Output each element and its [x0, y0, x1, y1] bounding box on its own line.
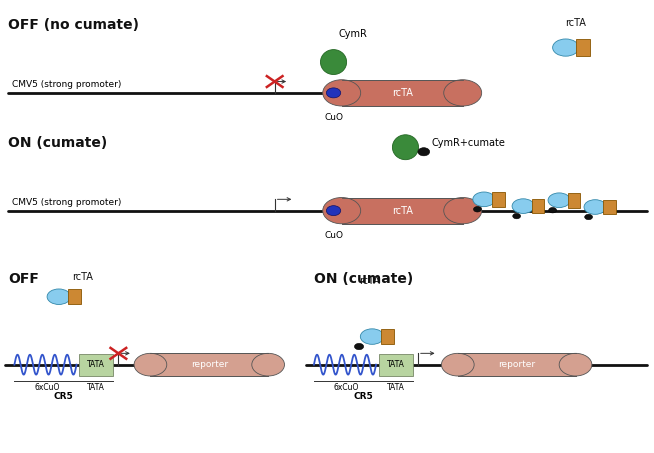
Text: CR5: CR5 [353, 392, 373, 401]
Bar [532, 199, 543, 213]
Ellipse shape [392, 135, 419, 160]
Text: reporter: reporter [498, 360, 535, 369]
Bar [68, 289, 80, 304]
Ellipse shape [549, 207, 557, 213]
Ellipse shape [326, 206, 341, 216]
Bar [381, 329, 394, 344]
Text: rcTA: rcTA [565, 18, 586, 28]
Bar [150, 353, 268, 376]
Ellipse shape [443, 80, 481, 106]
Ellipse shape [513, 213, 521, 219]
Bar [604, 200, 615, 214]
Ellipse shape [443, 198, 481, 224]
Ellipse shape [134, 353, 167, 376]
Ellipse shape [322, 80, 361, 106]
Ellipse shape [512, 199, 534, 213]
Text: CymR+cumate: CymR+cumate [432, 138, 506, 148]
Bar [568, 193, 579, 207]
Bar [379, 354, 413, 376]
Text: TATA: TATA [87, 383, 105, 392]
Ellipse shape [47, 289, 71, 304]
Ellipse shape [584, 200, 606, 214]
Text: rcTA: rcTA [392, 206, 413, 216]
Ellipse shape [559, 353, 592, 376]
Bar [576, 39, 590, 56]
Text: 6xCuO: 6xCuO [34, 383, 60, 392]
Ellipse shape [322, 198, 361, 224]
Ellipse shape [473, 192, 495, 207]
Bar [458, 353, 576, 376]
Text: CymR: CymR [339, 29, 368, 39]
Text: rcTA: rcTA [359, 276, 380, 286]
Text: TATA: TATA [387, 383, 405, 392]
Ellipse shape [418, 148, 430, 156]
Text: ON (cumate): ON (cumate) [314, 272, 413, 286]
Bar [79, 354, 113, 376]
Bar [492, 192, 504, 207]
Ellipse shape [252, 353, 284, 376]
Text: 6xCuO: 6xCuO [334, 383, 359, 392]
Ellipse shape [585, 214, 593, 220]
Text: OFF (no cumate): OFF (no cumate) [8, 18, 139, 32]
Ellipse shape [548, 193, 570, 207]
Text: ON (cumate): ON (cumate) [8, 136, 107, 150]
Text: CuO: CuO [324, 113, 343, 122]
Bar [341, 198, 463, 224]
Ellipse shape [354, 343, 364, 350]
Text: CMV5 (strong promoter): CMV5 (strong promoter) [12, 198, 121, 207]
Text: CR5: CR5 [54, 392, 74, 401]
Ellipse shape [553, 39, 579, 56]
Text: OFF: OFF [8, 272, 39, 286]
Text: TATA: TATA [387, 360, 405, 369]
Text: CuO: CuO [324, 231, 343, 240]
Bar [341, 80, 463, 106]
Text: rcTA: rcTA [72, 272, 93, 282]
Ellipse shape [326, 88, 341, 98]
Text: CMV5 (strong promoter): CMV5 (strong promoter) [12, 80, 121, 89]
Ellipse shape [473, 207, 481, 212]
Ellipse shape [360, 329, 384, 344]
Text: rcTA: rcTA [392, 88, 413, 98]
Ellipse shape [441, 353, 474, 376]
Text: reporter: reporter [191, 360, 228, 369]
Ellipse shape [320, 50, 347, 74]
Text: TATA: TATA [87, 360, 105, 369]
